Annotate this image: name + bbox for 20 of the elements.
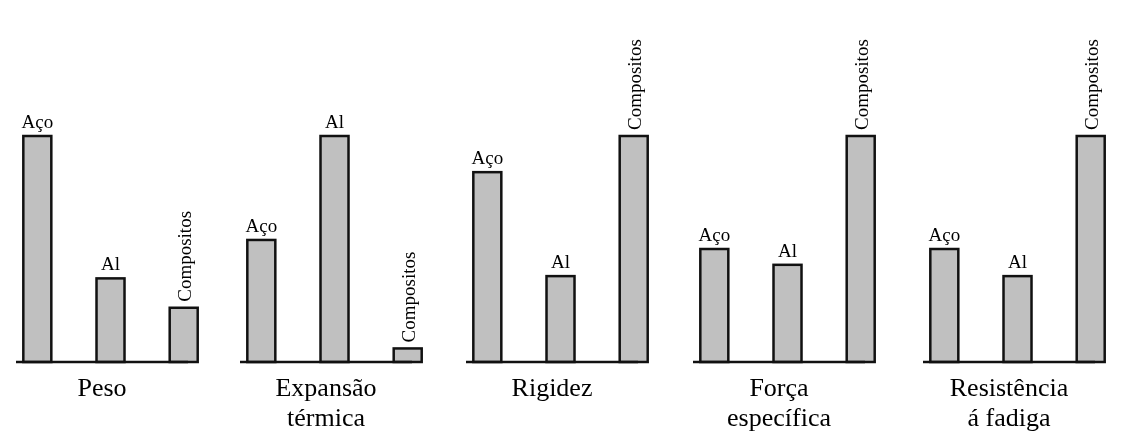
x-tick-label: Compositos bbox=[623, 39, 645, 130]
x-tick-label: Al bbox=[1008, 251, 1028, 273]
x-axis-title: Resistência á fadiga bbox=[949, 373, 1069, 432]
x-tick-label: Aço bbox=[471, 147, 504, 169]
x-tick-label: Compositos bbox=[173, 210, 195, 302]
x-tick-label: Aço bbox=[21, 111, 54, 132]
x-tick-label: Al bbox=[778, 239, 798, 261]
x-tick-label: Compositos bbox=[397, 251, 419, 343]
x-tick-label: Al bbox=[325, 111, 345, 132]
x-axis-title: Força específica bbox=[727, 373, 832, 432]
x-tick-label: Al bbox=[101, 253, 121, 275]
x-tick-label: Al bbox=[551, 251, 571, 273]
x-tick-label: Aço bbox=[245, 214, 278, 236]
x-axis-title: Peso bbox=[77, 373, 127, 402]
x-tick-label: Aço bbox=[928, 224, 961, 245]
x-tick-label: Compositos bbox=[850, 39, 872, 130]
x-tick-label: Aço bbox=[698, 224, 731, 245]
x-axis-title: Rigidez bbox=[511, 373, 593, 402]
x-axis-title: Expansão térmica bbox=[275, 373, 377, 432]
x-tick-label: Compositos bbox=[1080, 39, 1102, 130]
